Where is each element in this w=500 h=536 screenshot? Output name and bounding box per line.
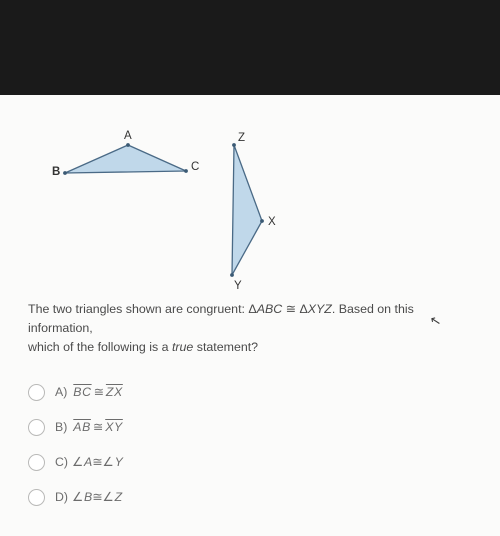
- q-tri1: ABC: [257, 302, 282, 316]
- vertex-dot: [232, 143, 236, 147]
- triangle-xyz: [232, 145, 262, 275]
- radio-d[interactable]: [28, 489, 45, 506]
- question-text: The two triangles shown are congruent: Δ…: [0, 290, 500, 366]
- choice-a-seg1: BC: [73, 385, 91, 399]
- vertex-dot: [126, 143, 130, 147]
- choice-d[interactable]: D) B ≅ Z: [28, 489, 472, 506]
- radio-a[interactable]: [28, 384, 45, 401]
- diagram-svg: A B C Z X Y: [0, 95, 500, 290]
- q-cong: ≅ Δ: [282, 302, 308, 316]
- choice-c[interactable]: C) A ≅ Y: [28, 454, 472, 471]
- choice-c-ang2: Y: [103, 455, 123, 469]
- vertex-dot: [63, 171, 67, 175]
- vertex-label-a: A: [124, 130, 132, 142]
- choice-b[interactable]: B) AB ≅ XY: [28, 419, 472, 436]
- top-dark-bar: [0, 0, 500, 95]
- vertex-label-z: Z: [238, 132, 245, 144]
- choice-b-seg2: XY: [105, 420, 123, 434]
- vertex-label-b: B: [52, 166, 60, 178]
- q-tail2: which of the following is a: [28, 340, 172, 354]
- choice-d-ang1: B: [72, 490, 92, 504]
- choice-c-ang1: A: [72, 455, 92, 469]
- choice-c-letter: C): [55, 455, 68, 469]
- choice-d-rel: ≅: [92, 490, 102, 504]
- triangle-abc: [65, 145, 186, 173]
- answer-choices: A) BC ≅ ZX B) AB ≅ XY C) A ≅ Y D) B ≅ Z: [0, 366, 500, 536]
- question-panel: A B C Z X Y The two triangles shown are …: [0, 95, 500, 536]
- vertex-dot: [230, 273, 234, 277]
- choice-a-letter: A): [55, 385, 67, 399]
- choice-b-rel: ≅: [93, 420, 103, 434]
- vertex-label-x: X: [268, 216, 276, 228]
- choice-c-rel: ≅: [92, 455, 102, 469]
- q-tri2: XYZ: [308, 302, 332, 316]
- q-lead: The two triangles shown are congruent: Δ: [28, 302, 257, 316]
- choice-b-letter: B): [55, 420, 67, 434]
- choice-b-seg1: AB: [73, 420, 91, 434]
- vertex-dot: [260, 219, 264, 223]
- radio-b[interactable]: [28, 419, 45, 436]
- vertex-dot: [184, 169, 188, 173]
- choice-d-ang2: Z: [103, 490, 123, 504]
- choice-a[interactable]: A) BC ≅ ZX: [28, 384, 472, 401]
- choice-a-seg2: ZX: [106, 385, 123, 399]
- choice-a-rel: ≅: [94, 385, 104, 399]
- q-true: true: [172, 340, 193, 354]
- vertex-label-c: C: [191, 161, 199, 173]
- choice-d-letter: D): [55, 490, 68, 504]
- radio-c[interactable]: [28, 454, 45, 471]
- vertex-label-y: Y: [234, 280, 242, 290]
- q-tail3: statement?: [193, 340, 258, 354]
- triangle-diagram: A B C Z X Y: [0, 95, 500, 290]
